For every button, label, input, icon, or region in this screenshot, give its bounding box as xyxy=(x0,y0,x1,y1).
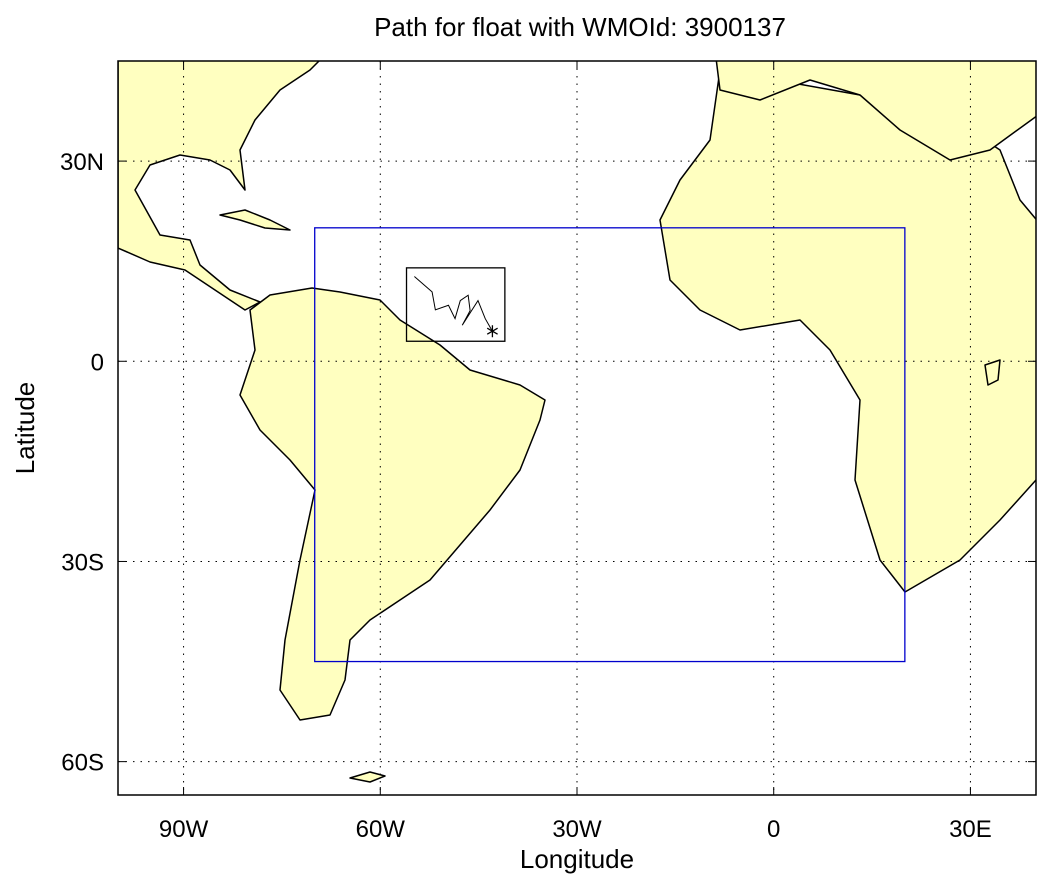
region-box xyxy=(314,227,906,663)
map-title: Path for float with WMOId: 3900137 xyxy=(374,12,786,42)
europe xyxy=(715,61,1036,161)
x-tick-label: 0 xyxy=(767,816,780,843)
south-america xyxy=(239,287,546,721)
star-stroke xyxy=(486,327,498,335)
y-tick-label: 60S xyxy=(61,750,104,777)
land xyxy=(118,61,1036,783)
cuba xyxy=(219,209,291,231)
float-path xyxy=(414,276,493,332)
x-tick-label: 90W xyxy=(159,816,209,843)
x-tick-label: 30E xyxy=(949,816,992,843)
x-tick-label: 60W xyxy=(356,816,406,843)
y-tick-label: 30N xyxy=(60,149,104,176)
x-tick-label: 30W xyxy=(552,816,602,843)
falklands xyxy=(349,771,386,783)
y-axis-label: Latitude xyxy=(10,382,40,475)
africa xyxy=(659,69,1036,593)
y-tick-label: 0 xyxy=(91,349,104,376)
madagascar xyxy=(984,359,1001,386)
y-tick-label: 30S xyxy=(61,549,104,576)
float-box xyxy=(405,267,506,342)
x-axis-label: Longitude xyxy=(520,844,634,874)
last-position-marker xyxy=(486,325,498,338)
north-america xyxy=(118,61,321,311)
